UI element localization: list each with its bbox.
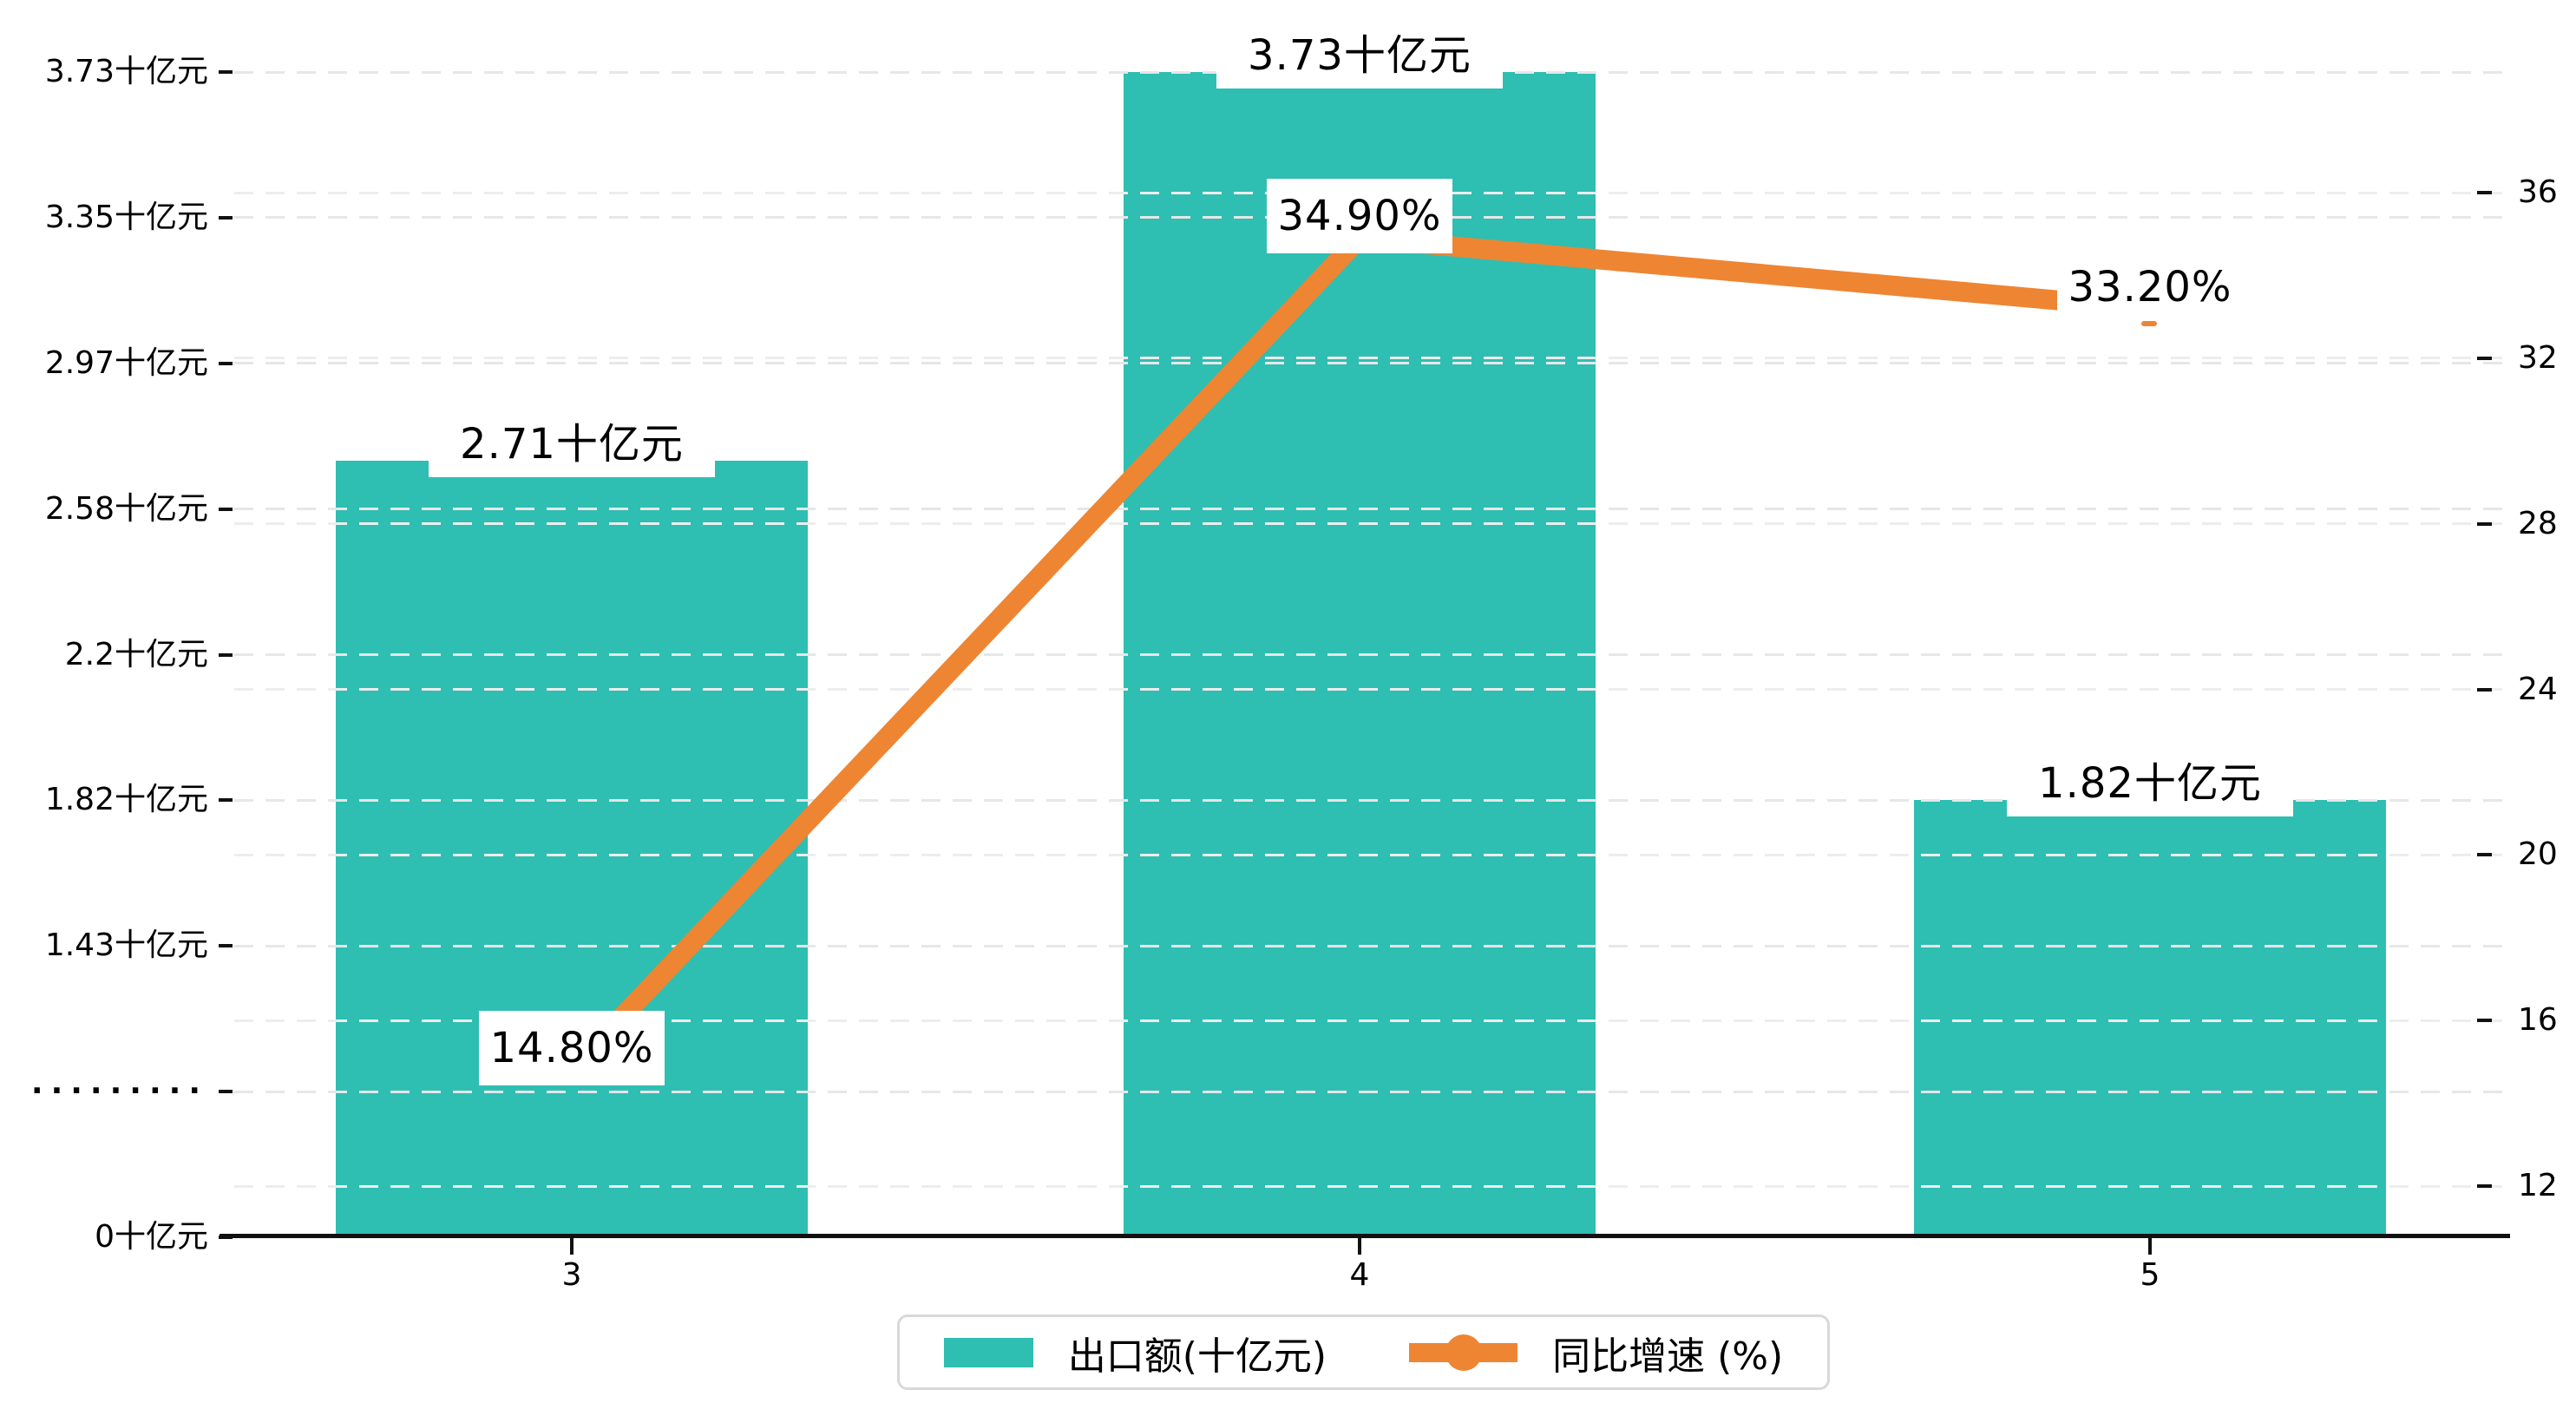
right-axis-tick-label: 28 (2518, 505, 2558, 541)
x-axis-tick-label: 4 (1349, 1257, 1370, 1293)
bar-month-5[interactable] (1914, 800, 2386, 1236)
legend-label-growth: 同比增速 (%) (1552, 1334, 1784, 1379)
left-axis-tick-label: 2.58十亿元 (44, 490, 208, 527)
growth-line[interactable] (564, 227, 2152, 1078)
legend: 出口额(十亿元) 同比增速 (%) (897, 1314, 1830, 1390)
x-axis-tick-mark (2148, 1237, 2152, 1255)
left-axis-tick-mark (219, 944, 233, 948)
gridline-right-axis (234, 1184, 2507, 1188)
bar-series-swatch (943, 1337, 1033, 1367)
right-axis-tick-mark (2477, 521, 2492, 526)
right-axis-tick-label: 16 (2518, 1002, 2558, 1039)
right-axis-tick-mark (2477, 1019, 2492, 1023)
right-axis-tick-mark (2477, 356, 2492, 360)
gridline-left-axis (234, 70, 2507, 74)
left-axis-tick-label: 0十亿元 (95, 1219, 208, 1255)
right-axis-tick-label: 36 (2518, 174, 2558, 210)
x-axis-tick-mark (1358, 1237, 1361, 1255)
legend-label-export: 出口额(十亿元) (1067, 1334, 1327, 1379)
left-axis-tick-mark (219, 798, 233, 803)
gridline-right-axis (234, 1019, 2507, 1022)
x-axis-tick-mark (570, 1237, 574, 1255)
gridline-left-axis (234, 653, 2507, 656)
x-axis-line (220, 1233, 2510, 1238)
bar-value-label: 3.73十亿元 (1216, 14, 1503, 88)
right-axis-tick-label: 24 (2518, 671, 2558, 707)
bar-month-3[interactable] (336, 460, 808, 1236)
bar-value-label: 1.82十亿元 (2007, 742, 2293, 817)
left-axis-tick-label: 3.35十亿元 (44, 199, 208, 235)
right-axis-tick-mark (2477, 1184, 2492, 1188)
x-axis-tick-label: 5 (2140, 1257, 2160, 1293)
gridline-left-axis (234, 216, 2507, 220)
right-axis-tick-mark (2477, 191, 2492, 194)
right-axis-tick-label: 12 (2518, 1168, 2558, 1203)
bar-month-4[interactable] (1124, 72, 1596, 1236)
gridline-left-axis (234, 798, 2507, 802)
right-axis-tick-label: 32 (2518, 339, 2558, 376)
line-value-label: 14.80% (479, 1011, 665, 1086)
left-axis-tick-label: 2.97十亿元 (44, 344, 208, 381)
left-axis-tick-label: 2.2十亿元 (64, 636, 208, 672)
left-axis-tick-mark (219, 361, 233, 365)
gridline-left-axis (234, 944, 2507, 947)
left-axis-tick-mark (219, 70, 233, 74)
line-value-label: 34.90% (1267, 179, 1452, 254)
line-vertex-peek (2141, 321, 2157, 326)
legend-item-growth[interactable]: 同比增速 (%) (1409, 1325, 1783, 1380)
gridline-right-axis (234, 357, 2507, 360)
gridline-right-axis (234, 191, 2507, 194)
gridline-left-axis (234, 1090, 2507, 1093)
line-value-label: 33.20% (2057, 249, 2243, 324)
left-axis-tick-mark (219, 652, 233, 657)
gridline-left-axis (234, 508, 2507, 511)
left-axis-tick-label: 1.43十亿元 (44, 928, 208, 964)
left-axis-tick-mark (219, 215, 233, 220)
right-axis-tick-mark (2477, 853, 2492, 857)
left-axis-tick-mark (219, 507, 233, 511)
legend-item-export[interactable]: 出口额(十亿元) (943, 1325, 1327, 1380)
left-axis-tick-label: 1.82十亿元 (44, 782, 208, 818)
left-axis-tick-mark (219, 1090, 233, 1094)
x-axis-tick-label: 3 (561, 1257, 582, 1293)
right-axis-tick-label: 20 (2518, 836, 2558, 873)
gridline-right-axis (234, 522, 2507, 526)
gridline-left-axis (234, 362, 2507, 365)
left-axis-tick-mark (219, 1236, 233, 1239)
left-axis-tick-label: ········· (30, 1073, 208, 1110)
gridline-right-axis (234, 853, 2507, 856)
bar-value-label: 2.71十亿元 (429, 402, 715, 477)
right-axis-tick-mark (2477, 687, 2492, 692)
gridline-right-axis (234, 688, 2507, 691)
line-series-marker (1409, 1334, 1518, 1371)
line-marker-circle-icon (1445, 1334, 1482, 1371)
left-axis-tick-label: 3.73十亿元 (44, 54, 208, 89)
